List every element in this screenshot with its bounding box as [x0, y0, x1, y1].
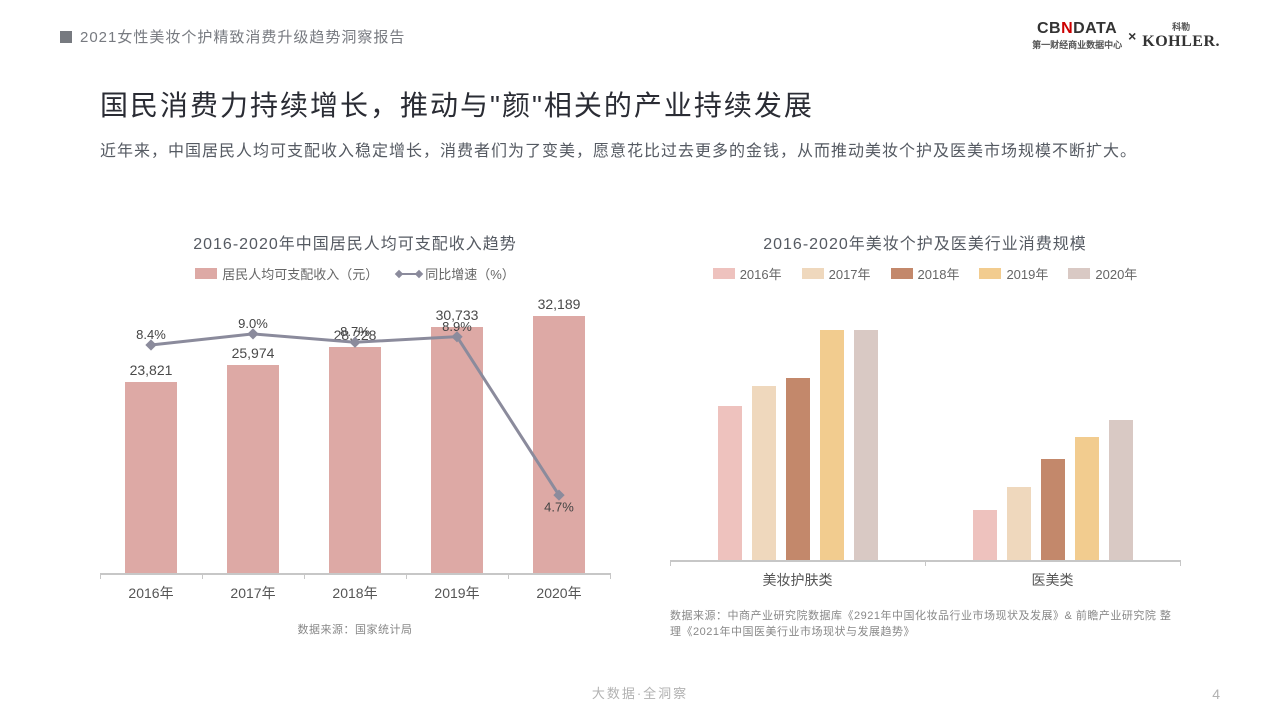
grouped-bar — [752, 386, 776, 560]
legend-bar-label: 居民人均可支配收入（元） — [222, 264, 378, 283]
year-swatch-icon — [802, 268, 824, 279]
footer-brand: 大数据·全洞察 — [592, 683, 688, 702]
group-label: 医美类 — [925, 570, 1180, 590]
x-label: 2019年 — [434, 583, 479, 603]
grouped-bar — [718, 406, 742, 560]
grouped-bar — [820, 330, 844, 560]
legend-bar: 居民人均可支配收入（元） — [195, 264, 378, 283]
left-plot: 23,82125,97428,22830,73332,189 8.4%9.0%8… — [100, 295, 610, 575]
bar-swatch-icon — [195, 268, 217, 279]
growth-pct-label: 8.4% — [136, 327, 166, 342]
year-swatch-icon — [713, 268, 735, 279]
legend-year-label: 2018年 — [918, 264, 960, 283]
grouped-bar — [1041, 459, 1065, 560]
legend-year: 2016年 — [713, 264, 782, 283]
x-label: 2016年 — [128, 583, 173, 603]
cbndata-logo: CBNDATA — [1037, 20, 1117, 38]
group-label: 美妆护肤类 — [670, 570, 925, 590]
bar-group — [670, 295, 925, 560]
growth-pct-label: 8.7% — [340, 324, 370, 339]
grouped-bar — [973, 510, 997, 560]
report-tag: 2021女性美妆个护精致消费升级趋势洞察报告 — [80, 26, 405, 47]
x-label: 2017年 — [230, 583, 275, 603]
x-label: 2020年 — [536, 583, 581, 603]
right-chart-title: 2016-2020年美妆个护及医美行业消费规模 — [763, 230, 1087, 254]
logo-separator: × — [1128, 28, 1136, 44]
page-subtitle: 近年来，中国居民人均可支配收入稳定增长，消费者们为了变美，愿意花比过去更多的金钱… — [100, 138, 1180, 166]
grouped-bar — [1109, 420, 1133, 560]
left-source: 数据来源：国家统计局 — [298, 621, 413, 637]
growth-pct-label: 4.7% — [544, 500, 574, 515]
year-swatch-icon — [891, 268, 913, 279]
grouped-bar — [854, 330, 878, 560]
legend-year: 2018年 — [891, 264, 960, 283]
right-plot — [670, 295, 1180, 562]
left-chart: 2016-2020年中国居民人均可支配收入趋势 居民人均可支配收入（元） 同比增… — [100, 230, 610, 640]
right-chart: 2016-2020年美妆个护及医美行业消费规模 2016年2017年2018年2… — [670, 230, 1180, 640]
legend-year-label: 2017年 — [829, 264, 871, 283]
kohler-logo: KOHLER. — [1142, 33, 1220, 51]
kohler-sub: 科勒 — [1172, 20, 1190, 33]
right-legend: 2016年 2017年 2018年 2019年 2020年 — [713, 264, 1138, 283]
legend-year: 2017年 — [802, 264, 871, 283]
legend-year: 2019年 — [979, 264, 1048, 283]
legend-year: 2020年 — [1068, 264, 1137, 283]
grouped-bar — [1007, 487, 1031, 560]
year-swatch-icon — [979, 268, 1001, 279]
right-x-labels: 美妆护肤类医美类 — [670, 562, 1180, 590]
growth-pct-label: 8.9% — [442, 319, 472, 334]
page-number: 4 — [1212, 686, 1220, 702]
line-swatch-icon — [398, 273, 420, 275]
logos: CBNDATA 第一财经商业数据中心 × 科勒 KOHLER. — [1032, 20, 1220, 51]
x-label: 2018年 — [332, 583, 377, 603]
grouped-bar — [786, 378, 810, 560]
page-title: 国民消费力持续增长，推动与"颜"相关的产业持续发展 — [100, 84, 814, 124]
legend-year-label: 2020年 — [1095, 264, 1137, 283]
legend-year-label: 2016年 — [740, 264, 782, 283]
charts-container: 2016-2020年中国居民人均可支配收入趋势 居民人均可支配收入（元） 同比增… — [100, 230, 1180, 640]
growth-pct-label: 9.0% — [238, 316, 268, 331]
legend-line-label: 同比增速（%） — [425, 264, 515, 283]
cbndata-sub: 第一财经商业数据中心 — [1032, 38, 1122, 51]
left-x-labels: 2016年 2017年 2018年 2019年 2020年 — [100, 575, 610, 603]
year-swatch-icon — [1068, 268, 1090, 279]
legend-line: 同比增速（%） — [398, 264, 515, 283]
bar-group — [925, 295, 1180, 560]
legend-year-label: 2019年 — [1006, 264, 1048, 283]
header-square-icon — [60, 31, 72, 43]
left-chart-title: 2016-2020年中国居民人均可支配收入趋势 — [193, 230, 517, 254]
grouped-bar — [1075, 437, 1099, 560]
header-bar: 2021女性美妆个护精致消费升级趋势洞察报告 — [60, 26, 405, 47]
left-legend: 居民人均可支配收入（元） 同比增速（%） — [195, 264, 515, 283]
right-source: 数据来源：中商产业研究院数据库《2921年中国化妆品行业市场现状及发展》& 前瞻… — [670, 608, 1180, 640]
